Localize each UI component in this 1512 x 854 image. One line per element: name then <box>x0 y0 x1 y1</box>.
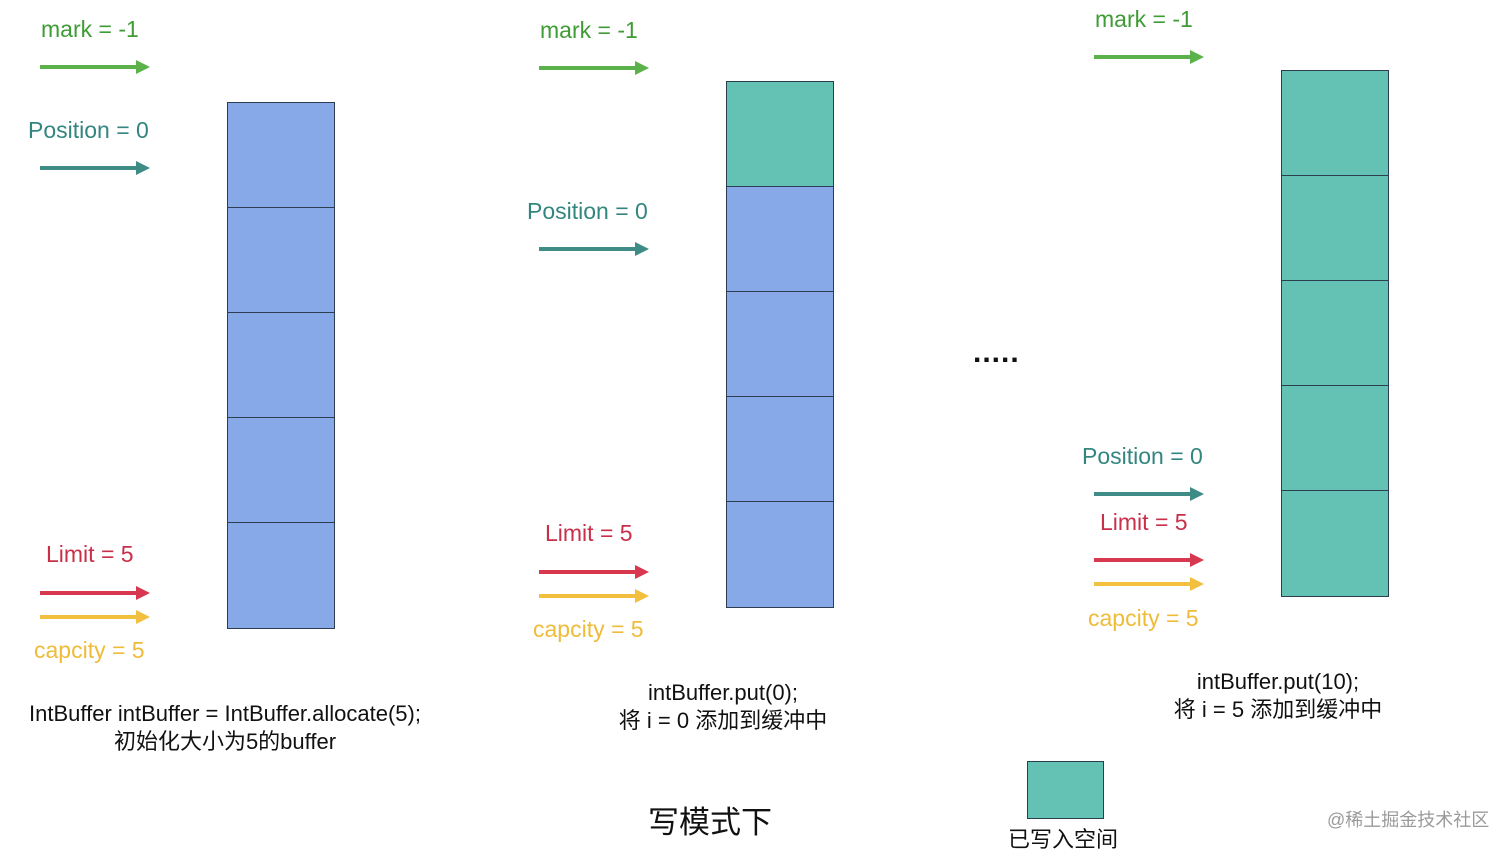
limit-arrow <box>1094 553 1204 567</box>
buffer-cell <box>228 313 334 418</box>
mark-label: mark = -1 <box>41 16 139 42</box>
buffer-array <box>1281 70 1389 597</box>
capacity-arrow <box>539 589 649 603</box>
watermark: @稀土掘金技术社区 <box>1327 810 1490 830</box>
caption: intBuffer.put(10); 将 i = 5 添加到缓冲中 <box>1153 668 1403 724</box>
mark-label: mark = -1 <box>540 17 638 43</box>
caption-desc: 将 i = 5 添加到缓冲中 <box>1173 697 1383 722</box>
limit-label: Limit = 5 <box>545 520 633 546</box>
buffer-cell <box>727 292 833 397</box>
caption-code: intBuffer.put(10); <box>1196 669 1360 694</box>
buffer-cell <box>1282 281 1388 386</box>
diagram-title: 写模式下 <box>648 805 772 840</box>
mark-arrow <box>1094 50 1204 64</box>
position-arrow <box>539 242 649 256</box>
limit-label: Limit = 5 <box>46 541 134 567</box>
capacity-arrow <box>1094 577 1204 591</box>
limit-label: Limit = 5 <box>1100 509 1188 535</box>
buffer-cell <box>228 103 334 208</box>
capacity-label: capcity = 5 <box>533 616 644 642</box>
position-label: Position = 0 <box>527 198 648 224</box>
caption: IntBuffer intBuffer = IntBuffer.allocate… <box>0 700 450 756</box>
buffer-cell <box>1282 491 1388 596</box>
buffer-cell <box>727 397 833 502</box>
buffer-cell <box>228 208 334 313</box>
mark-label: mark = -1 <box>1095 6 1193 32</box>
buffer-cell <box>228 523 334 628</box>
buffer-cell <box>727 502 833 607</box>
position-label: Position = 0 <box>1082 443 1203 469</box>
capacity-arrow <box>40 610 150 624</box>
legend-swatch <box>1027 761 1104 819</box>
buffer-array <box>726 81 834 608</box>
caption-desc: 将 i = 0 添加到缓冲中 <box>618 708 828 733</box>
buffer-cell <box>727 82 833 187</box>
limit-arrow <box>539 565 649 579</box>
ellipsis: ..... <box>973 336 1020 369</box>
caption-code: intBuffer.put(0); <box>647 680 798 705</box>
buffer-cell <box>1282 386 1388 491</box>
buffer-cell <box>1282 176 1388 281</box>
buffer-cell <box>727 187 833 292</box>
capacity-label: capcity = 5 <box>1088 605 1199 631</box>
caption-code: IntBuffer intBuffer = IntBuffer.allocate… <box>29 701 421 726</box>
mark-arrow <box>40 60 150 74</box>
capacity-label: capcity = 5 <box>34 637 145 663</box>
limit-arrow <box>40 586 150 600</box>
caption-desc: 初始化大小为5的buffer <box>113 729 337 754</box>
position-arrow <box>1094 487 1204 501</box>
buffer-cell <box>1282 71 1388 176</box>
buffer-cell <box>228 418 334 523</box>
caption: intBuffer.put(0); 将 i = 0 添加到缓冲中 <box>598 679 848 735</box>
legend-label: 已写入空间 <box>1008 827 1119 852</box>
position-label: Position = 0 <box>28 117 149 143</box>
mark-arrow <box>539 61 649 75</box>
position-arrow <box>40 161 150 175</box>
buffer-array <box>227 102 335 629</box>
